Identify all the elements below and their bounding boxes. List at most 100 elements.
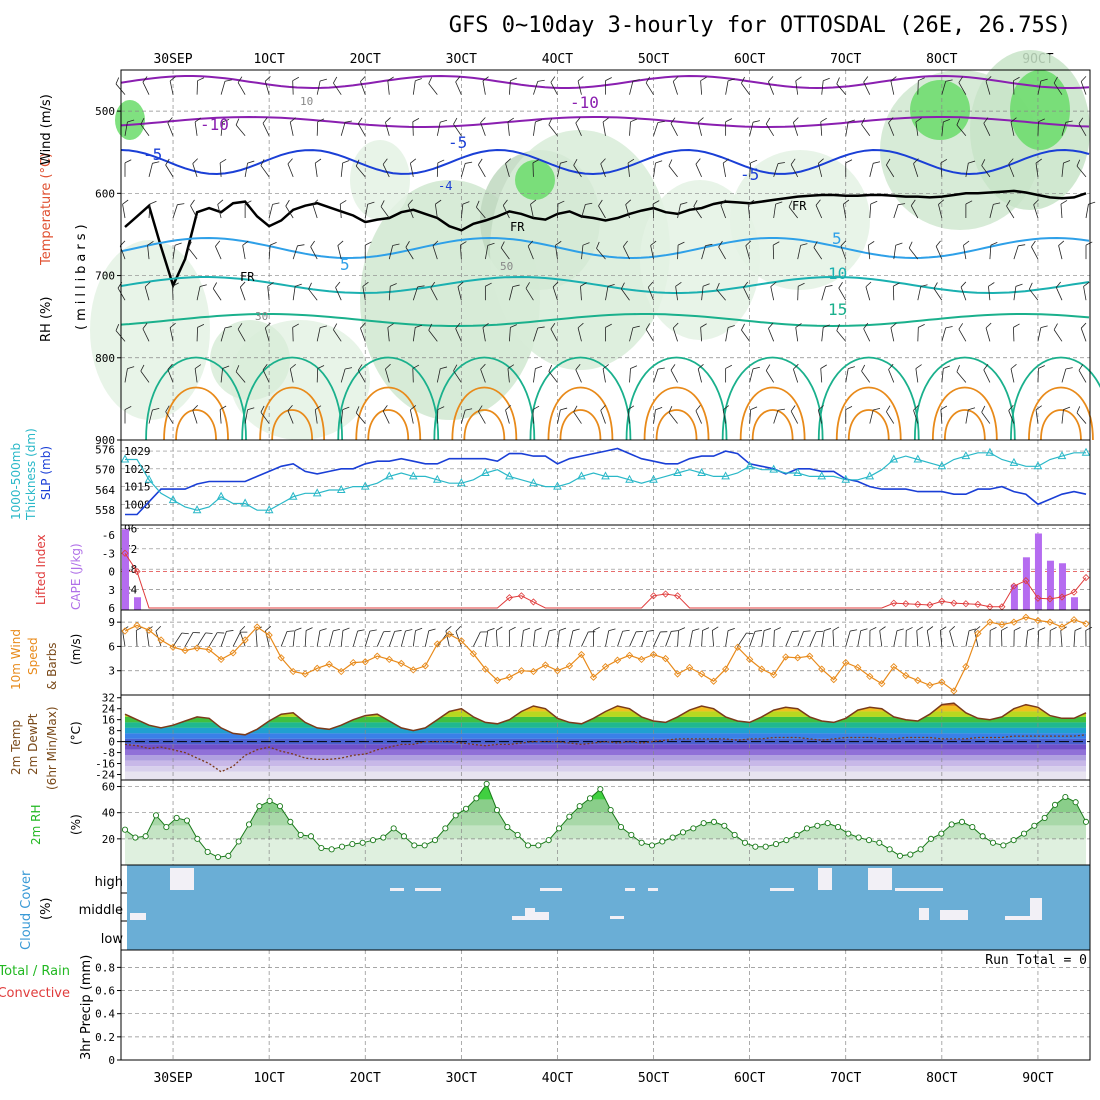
upper-wind-barb xyxy=(340,162,344,177)
wind10-barb xyxy=(424,630,430,647)
rh2m-tick-label: 40 xyxy=(102,807,115,820)
wind-barb-feather xyxy=(832,626,840,631)
rh2m-marker xyxy=(183,817,191,824)
wind10-barb xyxy=(617,631,624,647)
upper-wind-barb xyxy=(602,121,606,136)
upper-wind-barb xyxy=(262,369,270,383)
wind-barb-feather xyxy=(575,117,581,124)
thickness-marker xyxy=(457,478,466,487)
upper-wind-barb xyxy=(577,327,582,342)
wind-barb-feather xyxy=(505,158,511,164)
wind-barb-feather xyxy=(215,240,221,247)
wind-barb-feather xyxy=(1053,323,1058,330)
wind-barb-feather xyxy=(1014,627,1021,631)
wind-barb-feather xyxy=(240,281,246,288)
rh2m-marker xyxy=(834,824,842,831)
thickness-marker xyxy=(817,471,827,480)
upper-wind-barb xyxy=(863,328,871,342)
upper-wind-barb xyxy=(434,204,438,219)
li-marker xyxy=(1022,577,1030,585)
upper-wind-barb xyxy=(741,329,750,342)
thickness-marker xyxy=(1081,447,1091,456)
wind-barb-feather xyxy=(798,282,805,287)
temp-tick-label: 32 xyxy=(102,692,115,705)
wind10-marker xyxy=(842,658,850,667)
wind-barb-feather xyxy=(1065,120,1073,123)
upper-wind-barb xyxy=(650,245,654,260)
upper-wind-barb xyxy=(220,368,223,383)
wind10-marker xyxy=(938,678,946,686)
upper-wind-barb xyxy=(382,410,390,424)
wind-barb-feather xyxy=(750,406,758,410)
wind-barb-feather xyxy=(465,161,473,164)
rh-band xyxy=(125,812,1086,826)
wind-barb-feather xyxy=(262,364,268,371)
thickness-marker xyxy=(625,474,634,483)
wind-barb-feather xyxy=(317,365,325,369)
wind-barb-feather xyxy=(362,281,369,287)
upper-wind-barb xyxy=(815,205,823,219)
wind10-barb xyxy=(821,630,825,647)
rh2m-marker xyxy=(431,837,439,844)
wind-barb-feather xyxy=(763,628,771,631)
wind10-marker xyxy=(1082,620,1090,628)
wind-barb-feather xyxy=(803,630,811,632)
wind-barb-feather xyxy=(385,117,391,123)
cape-bar xyxy=(1010,584,1018,610)
wind10-barb xyxy=(653,631,661,647)
upper-wind-barb xyxy=(509,286,514,301)
wind-barb-feather xyxy=(487,242,495,246)
wind-barb-feather xyxy=(879,626,886,631)
surface-heating-contour xyxy=(529,356,632,441)
wind-barb-feather xyxy=(593,626,600,631)
upper-wind-barb xyxy=(357,370,366,383)
upper-wind-barb xyxy=(355,165,366,178)
surface-heating-contour xyxy=(931,386,998,441)
upper-wind-barb xyxy=(1061,409,1064,424)
wind-barb-feather xyxy=(745,240,752,246)
upper-wind-barb xyxy=(749,409,752,424)
upper-wind-barb xyxy=(360,328,366,342)
wind10-marker xyxy=(1070,616,1078,624)
wind-barb-feather xyxy=(605,77,612,82)
upper-wind-barb xyxy=(722,409,727,424)
wind-barb-feather xyxy=(548,118,553,125)
wind10-barb xyxy=(1025,630,1029,647)
wind10-barb xyxy=(484,630,489,647)
wind10-marker xyxy=(301,670,309,678)
upper-wind-barb xyxy=(260,165,270,178)
upper-wind-barb xyxy=(509,327,511,342)
precip-axis-label: 3hr Precip (mm) xyxy=(79,955,94,1060)
wind-barb-feather xyxy=(523,627,531,631)
upper-wind-barb xyxy=(335,287,342,301)
upper-wind-barb xyxy=(460,204,464,219)
pressure-tick-label: 800 xyxy=(95,352,115,365)
upper-wind-barb xyxy=(380,206,390,219)
wind-barb-feather xyxy=(865,281,872,288)
surface-heating-contour xyxy=(739,386,806,441)
wind-barb-feather xyxy=(746,632,754,635)
upper-wind-barb xyxy=(476,207,486,219)
wind10-barb xyxy=(328,630,334,647)
wind-barb-feather xyxy=(963,240,970,246)
wind-barb-feather xyxy=(910,199,916,206)
clear-sky-gap xyxy=(415,888,441,891)
rh2m-marker xyxy=(204,848,211,855)
wind-barb-feather xyxy=(485,282,492,287)
upper-wind-barb xyxy=(1010,122,1015,136)
upper-wind-barb xyxy=(217,204,222,219)
freezing-level-line xyxy=(124,189,1087,289)
wind10-marker xyxy=(157,636,165,644)
wind-barb-feather xyxy=(149,200,157,205)
slp-labels: 1000-500mb Thickness (dm) SLP (mb) xyxy=(9,428,53,521)
rh2m-marker xyxy=(876,839,883,846)
wind10-barb xyxy=(629,631,637,647)
wind-barb-feather xyxy=(188,241,192,249)
wind-barb-feather xyxy=(582,242,590,246)
upper-wind-barb xyxy=(527,245,534,260)
wind10-barb xyxy=(352,630,359,647)
rh2m-marker xyxy=(514,831,521,838)
upper-wind-barb xyxy=(629,368,631,383)
wind-barb-feather xyxy=(945,326,953,329)
li-tick-label: 3 xyxy=(108,584,115,597)
